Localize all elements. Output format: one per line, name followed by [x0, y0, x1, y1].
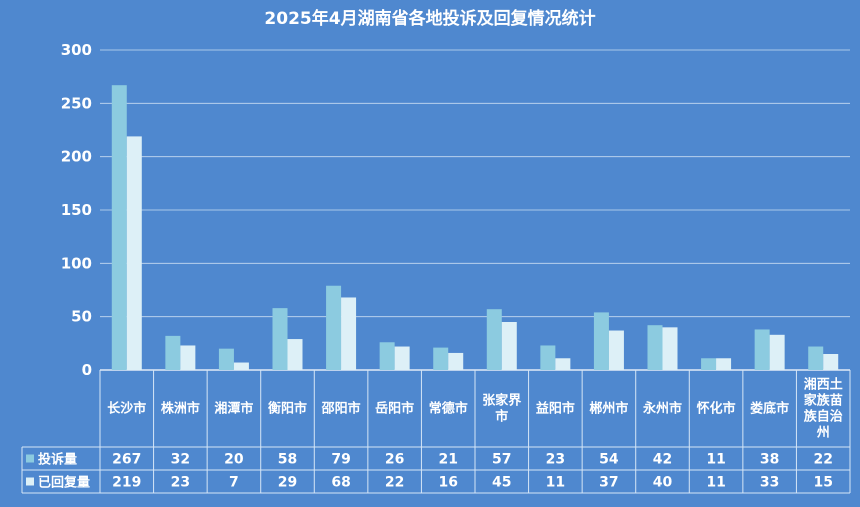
bar: [540, 345, 556, 370]
bar: [233, 362, 249, 370]
data-label: 7: [229, 475, 239, 491]
bar: [716, 358, 732, 370]
x-tick-label: 邵阳市: [321, 401, 361, 417]
data-label: 26: [385, 452, 404, 468]
data-label: 11: [546, 475, 565, 491]
data-label: 38: [760, 452, 779, 468]
y-tick-label: 150: [61, 201, 92, 219]
data-label: 68: [331, 475, 350, 491]
y-tick-label: 50: [71, 308, 92, 326]
data-label: 58: [278, 452, 297, 468]
data-label: 32: [171, 452, 190, 468]
data-label: 79: [331, 452, 350, 468]
bar: [379, 342, 395, 370]
x-tick-label: 湘潭市: [214, 401, 253, 417]
legend-label: 投诉量: [38, 452, 77, 468]
y-axis: 0 50 100 150 200 250 300: [61, 41, 92, 379]
legend-swatch: [26, 477, 34, 486]
y-tick-label: 200: [61, 148, 92, 166]
bar: [272, 308, 288, 370]
data-label: 23: [171, 475, 190, 491]
bar: [433, 347, 449, 370]
data-label: 40: [653, 475, 673, 491]
x-tick-label: 怀化市: [697, 401, 736, 417]
data-label: 219: [112, 475, 141, 491]
data-label: 20: [224, 452, 244, 468]
x-tick-label: 郴州市: [589, 401, 628, 417]
bar: [823, 354, 839, 370]
bar: [647, 325, 663, 370]
legend-swatch: [26, 454, 34, 463]
bar: [218, 348, 234, 370]
x-tick-label: 株洲市: [161, 401, 200, 417]
data-label: 57: [492, 452, 511, 468]
x-tick-label: 永州市: [642, 401, 682, 417]
data-label: 42: [653, 452, 672, 468]
data-label: 54: [599, 452, 619, 468]
data-label: 267: [112, 452, 141, 468]
bar: [593, 312, 609, 370]
bar: [448, 352, 464, 370]
bar: [701, 358, 717, 370]
y-tick-label: 250: [61, 94, 92, 112]
bar: [326, 285, 342, 370]
x-tick-label: 市: [495, 409, 508, 425]
y-tick-label: 100: [61, 254, 92, 272]
x-tick-label: 族自治: [804, 409, 843, 425]
bar: [111, 85, 127, 370]
bar: [754, 329, 770, 370]
bar: [341, 297, 357, 370]
data-label: 45: [492, 475, 511, 491]
data-label: 37: [599, 475, 618, 491]
data-label: 23: [546, 452, 565, 468]
chart-title: 2025年4月湖南省各地投诉及回复情况统计: [264, 8, 595, 29]
x-tick-label: 岳阳市: [375, 401, 414, 417]
data-label: 33: [760, 475, 779, 491]
data-label: 11: [706, 475, 725, 491]
y-tick-label: 0: [82, 361, 92, 379]
bar: [662, 327, 678, 370]
data-label: 29: [278, 475, 297, 491]
gridlines: [100, 49, 850, 371]
bars: [111, 85, 839, 370]
bar: [287, 339, 303, 370]
legend-label: 已回复量: [38, 475, 90, 491]
bar: [165, 335, 181, 370]
x-tick-label: 张家界: [482, 393, 521, 409]
data-label: 22: [385, 475, 404, 491]
x-tick-label: 州: [816, 426, 830, 441]
x-tick-label: 湘西土: [804, 377, 843, 393]
bar: [126, 136, 142, 370]
bar: [501, 322, 517, 370]
data-label: 11: [706, 452, 725, 468]
x-tick-label: 常德市: [429, 401, 468, 417]
data-label: 21: [438, 452, 457, 468]
data-label: 16: [438, 475, 457, 491]
x-tick-label: 益阳市: [536, 401, 575, 417]
bar: [555, 358, 571, 370]
bar: [769, 334, 785, 370]
bar: [608, 330, 624, 370]
bar: [808, 346, 824, 370]
x-tick-label: 家族苗: [804, 393, 843, 409]
data-label: 15: [813, 475, 832, 491]
data-label: 22: [813, 452, 832, 468]
x-tick-label: 长沙市: [107, 401, 146, 417]
x-tick-label: 娄底市: [750, 401, 789, 417]
bar: [394, 346, 410, 370]
bar: [180, 345, 196, 370]
y-tick-label: 300: [61, 41, 92, 59]
bar: [486, 309, 502, 370]
x-tick-label: 衡阳市: [268, 401, 307, 417]
